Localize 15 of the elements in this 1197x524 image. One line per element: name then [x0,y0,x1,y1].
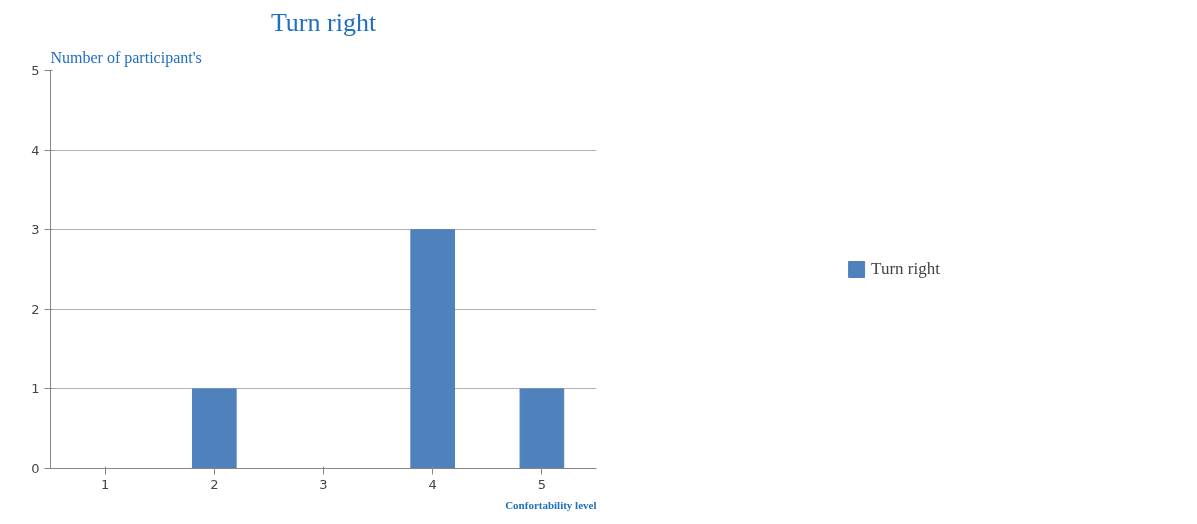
y-tick-label: 0 [31,461,40,476]
x-tick-label: 2 [210,476,219,492]
x-tick-label: 1 [100,476,110,492]
x-tick-label: 5 [537,476,547,492]
x-axis-title: Confortability level [505,498,597,511]
legend-label: Turn right [871,259,940,279]
y-tick-label: 5 [31,63,40,78]
y-tick-label: 4 [31,142,40,158]
x-tick-label: 3 [319,476,328,492]
y-tick-label: 1 [31,381,40,397]
y-axis-title: Number of participant's [50,48,202,67]
y-tick-label: 3 [31,222,40,238]
y-tick-label: 2 [31,301,40,317]
chart-title: Turn right [270,7,377,37]
x-tick-label: 4 [428,476,437,492]
